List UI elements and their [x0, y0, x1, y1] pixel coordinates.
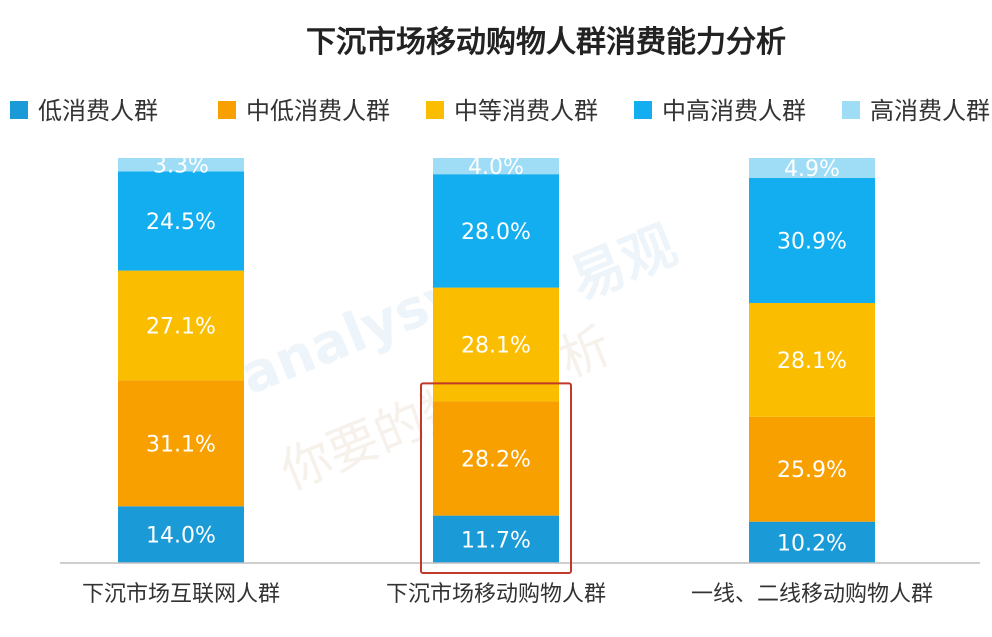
- legend-label: 中等消费人群: [454, 97, 598, 125]
- legend-item: 中高消费人群: [634, 97, 806, 125]
- bars: 14.0% 31.1% 27.1% 24.5% 3.3% 11.7% 28.2% 28.1% 2…: [118, 154, 875, 563]
- data-label: 4.0%: [468, 155, 524, 180]
- bar-segment: [749, 416, 875, 522]
- highlight-box: [420, 382, 572, 574]
- legend-item: 高消费人群: [842, 97, 990, 125]
- chart-title: 下沉市场移动购物人群消费能力分析: [306, 25, 786, 60]
- legend-swatch: [634, 101, 652, 119]
- highlight-group: [420, 382, 572, 574]
- data-label: 31.1%: [146, 432, 216, 457]
- legend-swatch: [10, 101, 28, 119]
- category-labels: 下沉市场互联网人群 下沉市场移动购物人群 一线、二线移动购物人群: [82, 582, 933, 607]
- category-label: 下沉市场互联网人群: [82, 582, 280, 607]
- legend-item: 中等消费人群: [426, 97, 598, 125]
- bar-segment: [749, 302, 875, 417]
- legend-swatch: [426, 101, 444, 119]
- data-label: 30.9%: [777, 229, 847, 254]
- bar-segment: [433, 515, 559, 563]
- data-label: 27.1%: [146, 314, 216, 339]
- legend-item: 低消费人群: [10, 97, 158, 125]
- bar-segment: [433, 174, 559, 288]
- legend-label: 低消费人群: [38, 97, 158, 125]
- data-label: 4.9%: [784, 157, 840, 182]
- data-label: 28.0%: [461, 220, 531, 245]
- bar-segment: [118, 380, 244, 507]
- legend-swatch: [842, 101, 860, 119]
- legend: 低消费人群 中低消费人群 中等消费人群 中高消费人群 高消费人群: [10, 97, 990, 125]
- data-label: 10.2%: [777, 531, 847, 556]
- data-label: 28.2%: [461, 448, 531, 473]
- category-label: 一线、二线移动购物人群: [691, 582, 933, 607]
- data-label: 11.7%: [461, 528, 531, 553]
- legend-item: 中低消费人群: [218, 97, 390, 125]
- bar-segment: [118, 171, 244, 271]
- bar-segment: [433, 158, 559, 175]
- bar-segment: [749, 158, 875, 178]
- legend-label: 中高消费人群: [662, 97, 806, 125]
- legend-label: 中低消费人群: [246, 97, 390, 125]
- bar-segment: [118, 506, 244, 563]
- bar-segment: [118, 158, 244, 172]
- bar-segment: [118, 270, 244, 381]
- legend-label: 高消费人群: [870, 97, 990, 125]
- legend-swatch: [218, 101, 236, 119]
- bar-segment: [433, 401, 559, 516]
- bar-segment: [749, 177, 875, 303]
- category-label: 下沉市场移动购物人群: [386, 582, 606, 607]
- data-label: 28.1%: [461, 334, 531, 359]
- data-label: 14.0%: [146, 524, 216, 549]
- bar-segment: [749, 521, 875, 563]
- data-label: 3.3%: [153, 154, 209, 179]
- data-label: 24.5%: [146, 210, 216, 235]
- watermark-brand: 易观: [561, 213, 685, 312]
- data-label: 28.1%: [777, 349, 847, 374]
- data-label: 25.9%: [777, 458, 847, 483]
